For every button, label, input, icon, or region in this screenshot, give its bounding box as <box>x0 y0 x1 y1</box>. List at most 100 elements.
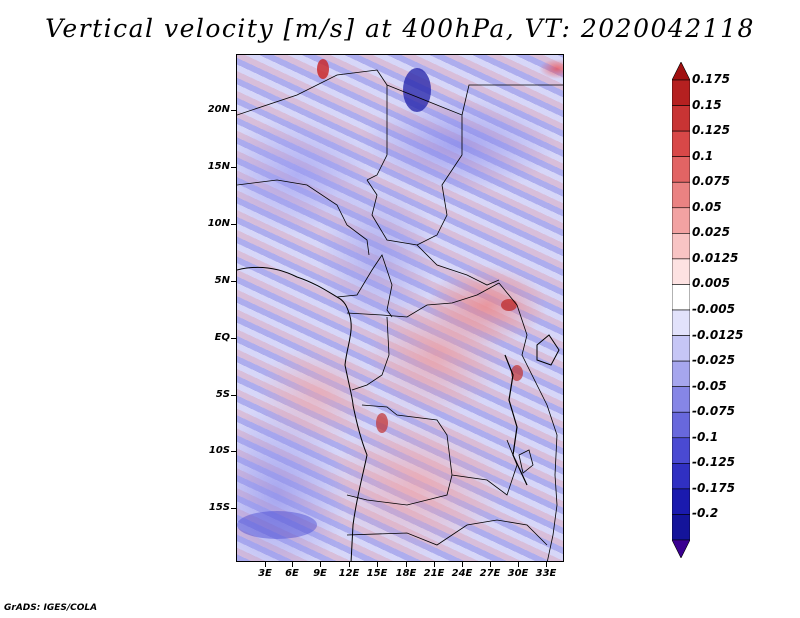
colorbar-label: 0.025 <box>692 225 730 240</box>
colorbar-segment <box>672 488 690 515</box>
colorbar-segment <box>672 233 690 260</box>
lat-label: 10N <box>207 218 230 229</box>
colorbar-label: -0.05 <box>692 378 727 393</box>
colorbar-segment <box>672 309 690 336</box>
lon-tick <box>434 562 435 567</box>
lon-tick <box>320 562 321 567</box>
strong-downdraft-north <box>403 68 431 112</box>
map-title: Vertical velocity [m/s] at 400hPa, VT: 2… <box>45 14 755 43</box>
colorbar-segment <box>672 284 690 311</box>
lat-label: 10S <box>208 445 230 456</box>
lat-tick <box>231 338 236 339</box>
coastline <box>237 266 368 561</box>
lon-label: 6E <box>285 568 299 579</box>
lon-label: 21E <box>423 568 445 579</box>
colorbar-label: 0.075 <box>692 174 730 189</box>
lon-label: 9E <box>313 568 327 579</box>
colorbar <box>672 62 690 558</box>
border-north-2 <box>386 84 463 246</box>
lon-tick <box>265 562 266 567</box>
map-overlay <box>237 59 563 561</box>
colorbar-label: 0.15 <box>692 97 722 112</box>
colorbar-bottom-cap <box>672 539 690 558</box>
lat-tick <box>231 281 236 282</box>
colorbar-label: 0.1 <box>692 148 714 163</box>
border-drc-west <box>351 316 390 391</box>
border-drc-south <box>361 404 518 496</box>
colorbar-segment <box>672 156 690 183</box>
lat-label: 15S <box>208 502 230 513</box>
colorbar-label: -0.025 <box>692 353 735 368</box>
downdraft-southwest <box>237 511 317 539</box>
colorbar-label: 0.125 <box>692 123 730 138</box>
colorbar-segment <box>672 437 690 464</box>
lat-tick <box>231 224 236 225</box>
grads-credit: GrADS: IGES/COLA <box>4 603 98 613</box>
colorbar-segment <box>672 79 690 106</box>
colorbar-label: -0.005 <box>692 302 735 316</box>
lon-tick <box>546 562 547 567</box>
colorbar-label: -0.075 <box>692 404 735 419</box>
colorbar-label: -0.125 <box>692 455 735 470</box>
lat-tick <box>231 508 236 509</box>
border-south <box>346 519 548 546</box>
lon-tick <box>292 562 293 567</box>
lon-label: 30E <box>507 568 529 579</box>
updraft-central <box>376 413 388 433</box>
lake-contour-2 <box>518 449 534 474</box>
lat-label: 20N <box>207 104 230 115</box>
colorbar-segment <box>672 335 690 362</box>
colorbar-label: 0.0125 <box>692 250 739 265</box>
lat-tick <box>231 110 236 111</box>
colorbar-label: -0.2 <box>692 506 719 521</box>
lat-label: EQ <box>214 332 230 343</box>
colorbar-label: 0.175 <box>692 72 730 86</box>
lat-label: 5N <box>214 275 230 286</box>
colorbar-label: -0.0125 <box>692 327 744 342</box>
colorbar-label: 0.05 <box>692 199 722 214</box>
colorbar-label: -0.1 <box>692 429 719 444</box>
lon-tick <box>349 562 350 567</box>
colorbar-segment <box>672 105 690 132</box>
lon-tick <box>490 562 491 567</box>
colorbar-segment <box>672 514 690 541</box>
strong-updraft-north <box>317 59 329 79</box>
colorbar-top-cap <box>672 62 690 81</box>
lat-label: 15N <box>207 161 230 172</box>
colorbar-segment <box>672 386 690 413</box>
lon-label: 12E <box>338 568 360 579</box>
lon-tick <box>377 562 378 567</box>
lon-label: 27E <box>479 568 501 579</box>
lon-label: 33E <box>535 568 557 579</box>
lon-label: 24E <box>451 568 473 579</box>
lon-label: 3E <box>258 568 272 579</box>
colorbar-segment <box>672 258 690 285</box>
colorbar-segment <box>672 411 690 439</box>
lon-tick <box>462 562 463 567</box>
colorbar-segment <box>672 207 690 234</box>
lat-tick <box>231 451 236 452</box>
colorbar-segment <box>672 360 690 387</box>
border-great-lakes <box>504 354 528 486</box>
lon-label: 18E <box>395 568 417 579</box>
lake-contour <box>536 334 560 366</box>
border-cameroon <box>336 254 393 318</box>
map-panel <box>236 54 564 562</box>
lon-tick <box>406 562 407 567</box>
border-north-1 <box>237 69 388 181</box>
colorbar-label: -0.175 <box>692 480 735 495</box>
border-west-africa <box>237 179 370 256</box>
lat-tick <box>231 167 236 168</box>
lat-label: 5S <box>215 389 230 400</box>
border-angola-zambia <box>346 474 453 506</box>
lat-tick <box>231 395 236 396</box>
colorbar-segment <box>672 130 690 157</box>
border-chad-car <box>366 179 500 286</box>
updraft-east <box>511 365 523 381</box>
border-east <box>498 282 558 561</box>
border-congo <box>346 282 500 318</box>
lon-tick <box>518 562 519 567</box>
colorbar-segment <box>672 181 690 209</box>
border-north-3 <box>461 84 563 116</box>
colorbar-segment <box>672 463 690 490</box>
